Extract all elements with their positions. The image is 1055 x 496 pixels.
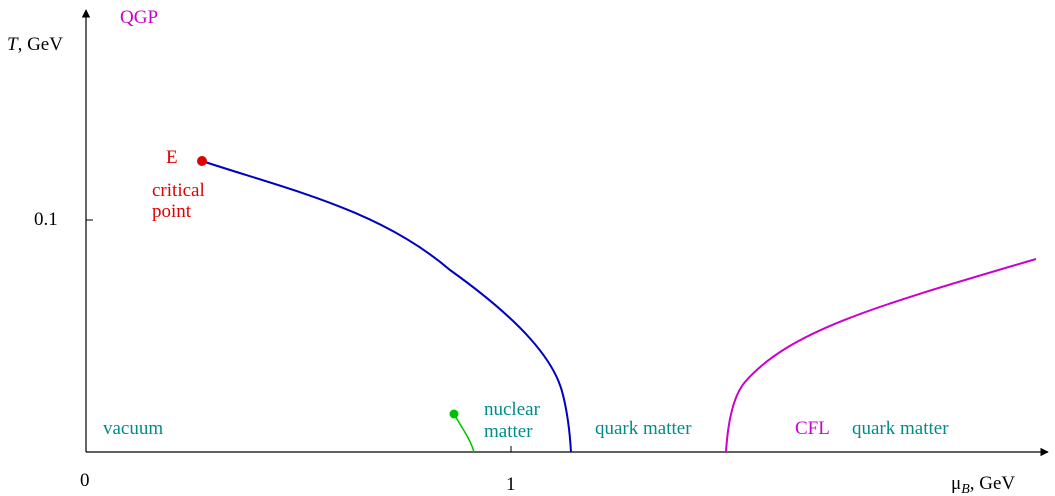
nuclear-endpoint-dot	[449, 409, 459, 419]
critical-point-label: E	[166, 147, 178, 168]
nuclear-liquid-gas-line	[453, 413, 475, 453]
nuclear-matter-label-line2: matter	[484, 421, 533, 442]
y-axis-label: T, GeV	[7, 34, 63, 55]
vacuum-label: vacuum	[103, 418, 163, 439]
hadron-quark-transition-line	[201, 160, 572, 453]
quark-matter-label: quark matter	[595, 418, 692, 439]
qgp-label: QGP	[120, 7, 158, 28]
cfl-label: CFL	[795, 418, 830, 439]
cfl-quark-matter-label: quark matter	[852, 418, 949, 439]
critical-point-dot	[197, 156, 207, 166]
cfl-boundary-line	[725, 258, 1037, 453]
critical-point-desc-line2: point	[152, 201, 192, 222]
nuclear-matter-label-line1: nuclear	[484, 399, 541, 420]
x-axis-label: μB, GeV	[951, 473, 1015, 496]
critical-point-desc-line1: critical	[152, 180, 205, 201]
origin-label: 0	[80, 470, 90, 491]
y-tick-label: 0.1	[34, 209, 58, 230]
x-tick-label: 1	[506, 474, 516, 495]
